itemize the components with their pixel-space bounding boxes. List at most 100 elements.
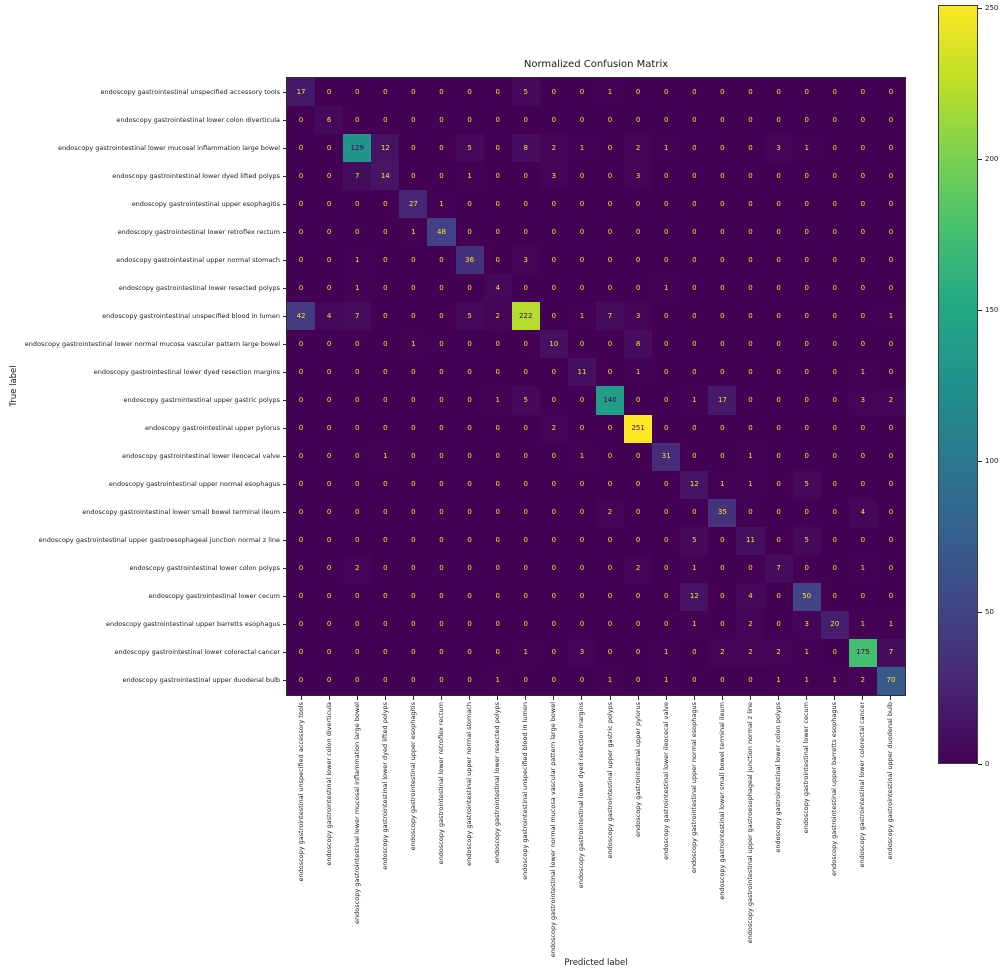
colorbar-tick-label: 250: [985, 3, 999, 12]
x-tick-label: endoscopy gastrointestinal unspecified a…: [287, 702, 315, 952]
matrix-cell: 1: [399, 218, 428, 247]
matrix-cell: 0: [624, 274, 653, 303]
matrix-cell: 0: [315, 162, 344, 191]
matrix-cell: 0: [680, 666, 709, 695]
matrix-cell: 0: [820, 330, 849, 359]
matrix-cell: 0: [876, 246, 905, 275]
x-tick-mark: [890, 696, 892, 700]
matrix-cell: 0: [427, 386, 456, 415]
y-tick-label: endoscopy gastrointestinal lower small b…: [82, 508, 280, 517]
matrix-cell: 0: [596, 274, 625, 303]
matrix-cell: 0: [455, 442, 484, 471]
matrix-cell: 0: [315, 554, 344, 583]
y-tick-label: endoscopy gastrointestinal upper gastroe…: [38, 536, 280, 545]
x-tick-label-text: endoscopy gastrointestinal upper duodena…: [886, 702, 895, 860]
matrix-cell: 0: [567, 162, 596, 191]
matrix-cell: 0: [315, 330, 344, 359]
matrix-cell: 0: [483, 498, 512, 527]
matrix-cell: 50: [792, 582, 821, 611]
matrix-cell: 0: [483, 582, 512, 611]
matrix-cell: 2: [736, 610, 765, 639]
matrix-cell: 0: [820, 638, 849, 667]
matrix-cell: 0: [483, 638, 512, 667]
colorbar: [938, 5, 978, 764]
matrix-cell: 0: [848, 190, 877, 219]
matrix-cell: 0: [539, 78, 568, 107]
matrix-cell: 0: [511, 190, 540, 219]
matrix-cell: 0: [764, 498, 793, 527]
matrix-cell: 140: [596, 386, 625, 415]
x-tick-mark: [553, 696, 555, 700]
matrix-cell: 3: [567, 638, 596, 667]
matrix-cell: 0: [483, 246, 512, 275]
matrix-cell: 0: [736, 302, 765, 331]
matrix-cell: 0: [399, 386, 428, 415]
matrix-cell: 0: [736, 554, 765, 583]
x-tick-label: endoscopy gastrointestinal lower resecte…: [484, 702, 512, 952]
matrix-cell: 0: [624, 78, 653, 107]
colorbar-tick-label: 150: [985, 305, 999, 314]
x-tick-mark: [862, 696, 864, 700]
matrix-cell: 0: [680, 638, 709, 667]
matrix-cell: 0: [876, 190, 905, 219]
matrix-cell: 0: [708, 134, 737, 163]
matrix-cell: 2: [539, 134, 568, 163]
matrix-cell: 0: [736, 666, 765, 695]
matrix-cell: 0: [399, 78, 428, 107]
matrix-cell: 0: [315, 134, 344, 163]
matrix-cell: 0: [427, 246, 456, 275]
colorbar-tick-label: 100: [985, 457, 999, 466]
matrix-cell: 27: [399, 190, 428, 219]
matrix-cell: 0: [792, 78, 821, 107]
matrix-cell: 0: [567, 610, 596, 639]
matrix-cell: 0: [399, 638, 428, 667]
matrix-cell: 0: [820, 498, 849, 527]
matrix-cell: 3: [624, 302, 653, 331]
y-tick-mark: [283, 231, 287, 233]
matrix-cell: 0: [792, 246, 821, 275]
matrix-cell: 0: [848, 470, 877, 499]
matrix-cell: 0: [343, 190, 372, 219]
matrix-cell: 3: [624, 162, 653, 191]
matrix-cell: 0: [315, 358, 344, 387]
matrix-cell: 0: [820, 442, 849, 471]
matrix-cell: 0: [399, 106, 428, 135]
y-tick-mark: [283, 371, 287, 373]
matrix-cell: 0: [708, 442, 737, 471]
matrix-cell: 0: [792, 106, 821, 135]
matrix-cell: 0: [820, 274, 849, 303]
colorbar-tick-mark: [978, 7, 982, 9]
matrix-cell: 1: [708, 470, 737, 499]
matrix-cell: 0: [427, 162, 456, 191]
matrix-cell: 0: [848, 134, 877, 163]
matrix-cell: 0: [567, 106, 596, 135]
matrix-cell: 0: [820, 554, 849, 583]
x-tick-label-text: endoscopy gastrointestinal upper barrett…: [830, 702, 839, 877]
x-tick-label: endoscopy gastrointestinal upper barrett…: [821, 702, 849, 952]
x-tick-mark: [469, 696, 471, 700]
matrix-cell: 0: [596, 330, 625, 359]
matrix-cell: 0: [287, 638, 316, 667]
matrix-cell: 1: [680, 554, 709, 583]
matrix-cell: 0: [596, 582, 625, 611]
matrix-cell: 2: [876, 386, 905, 415]
y-tick-label: endoscopy gastrointestinal lower normal …: [24, 339, 280, 348]
matrix-cell: 0: [764, 442, 793, 471]
y-tick-label: endoscopy gastrointestinal lower resecte…: [118, 283, 280, 292]
matrix-cell: 0: [624, 526, 653, 555]
x-tick-label: endoscopy gastrointestinal lower colorec…: [849, 702, 877, 952]
matrix-cell: 0: [399, 582, 428, 611]
x-tick-label: endoscopy gastrointestinal unspecified b…: [512, 702, 540, 952]
y-tick-mark: [283, 624, 287, 626]
matrix-cell: 31: [652, 442, 681, 471]
matrix-cell: 20: [820, 610, 849, 639]
matrix-cell: 0: [820, 526, 849, 555]
matrix-cell: 4: [848, 498, 877, 527]
matrix-cell: 0: [427, 302, 456, 331]
matrix-cell: 0: [708, 582, 737, 611]
y-tick-mark: [283, 596, 287, 598]
matrix-cell: 0: [764, 190, 793, 219]
matrix-cell: 0: [399, 246, 428, 275]
matrix-cell: 0: [539, 666, 568, 695]
matrix-cell: 1: [596, 666, 625, 695]
